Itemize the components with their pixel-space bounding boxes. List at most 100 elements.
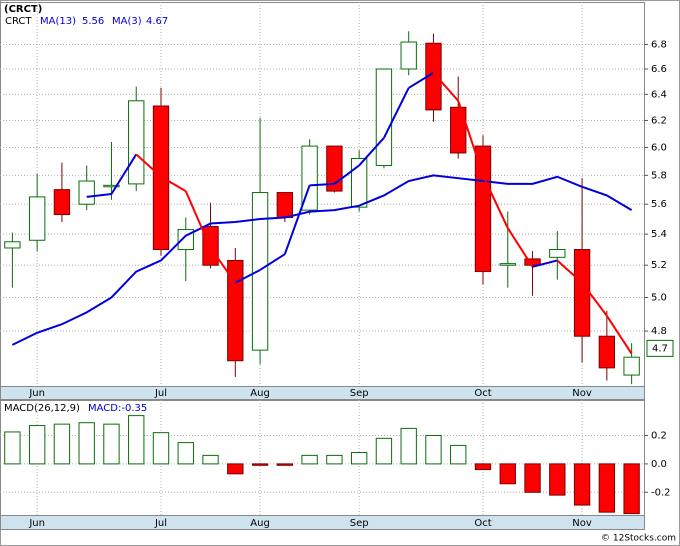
candle-body: [598, 335, 616, 369]
candle-body: [549, 249, 566, 258]
y-tick-label: 6.6: [651, 64, 667, 75]
candle-body: [53, 189, 71, 216]
legend-symbol: CRCT: [5, 16, 32, 27]
y-tick-label: 6.8: [651, 39, 667, 50]
macd-bar: [227, 463, 244, 475]
x-tick-label: Nov: [572, 388, 592, 399]
ma-segment: [110, 153, 138, 195]
ma-segment: [383, 87, 410, 139]
candle-body: [499, 263, 516, 266]
macd-bar: [350, 452, 368, 465]
candle-body: [276, 192, 294, 219]
ma-segment: [309, 182, 335, 187]
ma-segment: [482, 174, 509, 229]
macd-bar: [53, 423, 71, 465]
legend-label: MA(3): [112, 16, 142, 27]
macd-bar: [103, 423, 120, 465]
candle-body: [623, 356, 640, 376]
ma-segment: [457, 100, 484, 176]
ma-segment: [283, 184, 311, 255]
ma-segment: [184, 190, 212, 249]
macd-bar: [78, 422, 95, 465]
x-tick-label: Aug: [250, 388, 270, 399]
y-tick-label: 5.2: [651, 260, 667, 271]
x-tick-label: Jun: [28, 388, 45, 399]
macd-bar: [251, 463, 269, 466]
ma-segment: [506, 227, 534, 268]
ma-segment: [532, 259, 558, 268]
month-band: [0, 386, 645, 400]
candle-body: [474, 145, 492, 273]
macd-bar: [598, 463, 616, 513]
ma-segment: [408, 71, 434, 89]
price-box: [646, 339, 674, 357]
macd-bar: [128, 415, 145, 465]
macd-bar: [301, 454, 318, 465]
macd-bar: [499, 463, 516, 485]
macd-title: MACD(26,12,9): [4, 403, 80, 414]
macd-bar: [474, 463, 492, 471]
legend-value: 5.56: [82, 16, 104, 27]
y-tick-label: 5.8: [651, 170, 667, 181]
macd-bar: [326, 454, 343, 465]
x-tick-label: Jul: [154, 388, 167, 399]
candle-body: [450, 106, 467, 154]
x-tick-label: Sep: [350, 388, 369, 399]
candle-body: [78, 180, 95, 205]
ma-segment: [606, 315, 633, 355]
ma-segment: [209, 247, 237, 284]
x-tick-label: Oct: [474, 518, 491, 529]
macd-bar: [375, 437, 393, 465]
macd-panel: [0, 400, 645, 516]
x-tick-label: Nov: [572, 518, 592, 529]
macd-bar: [573, 463, 591, 506]
y-tick-label: 5.6: [651, 199, 667, 210]
macd-bar: [202, 454, 219, 465]
y-tick-label: 0.0: [651, 459, 667, 470]
macd-bar: [276, 463, 294, 466]
macd-bar: [524, 463, 541, 493]
ma-segment: [333, 164, 360, 185]
y-tick-label: 5.4: [651, 229, 667, 240]
macd-bar: [549, 463, 566, 496]
ma-segment: [86, 193, 112, 198]
candle-body: [4, 241, 21, 249]
x-tick-label: Sep: [350, 518, 369, 529]
y-tick-label: 0.2: [651, 430, 667, 441]
ma-segment: [581, 282, 608, 317]
macd-bar: [400, 427, 417, 465]
x-tick-label: Jul: [154, 518, 167, 529]
macd-bar: [4, 431, 21, 465]
ma-segment: [234, 269, 261, 284]
y-tick-label: 6.0: [651, 142, 667, 153]
price-label: 4.7: [652, 343, 668, 354]
y-tick-label: 6.4: [651, 89, 667, 100]
macd-bar: [177, 442, 194, 465]
candle-body: [28, 196, 46, 241]
candle-body: [350, 157, 368, 208]
ma-segment: [259, 253, 286, 271]
legend-value: 4.67: [146, 16, 168, 27]
macd-bar: [425, 434, 442, 465]
y-tick-label: 4.8: [651, 326, 667, 337]
macd-bar: [152, 432, 170, 465]
month-band: [0, 515, 645, 530]
copyright: © 12Stocks.com: [601, 534, 676, 544]
candle-body: [251, 192, 269, 351]
chart-title: (CRCT): [4, 4, 42, 15]
ma-segment: [358, 137, 385, 167]
y-tick-label: -0.2: [651, 487, 671, 498]
ma-segment: [160, 175, 187, 192]
macd-bar: [623, 463, 640, 515]
x-tick-label: Aug: [250, 518, 270, 529]
candle-body: [375, 68, 393, 166]
candle-body: [400, 41, 417, 70]
x-tick-label: Oct: [474, 388, 491, 399]
ma-segment: [135, 153, 162, 178]
ma-segment: [432, 72, 459, 102]
candle-body: [227, 259, 244, 362]
x-tick-label: Jun: [28, 518, 45, 529]
candle-body: [573, 249, 591, 337]
y-tick-label: 6.2: [651, 115, 667, 126]
